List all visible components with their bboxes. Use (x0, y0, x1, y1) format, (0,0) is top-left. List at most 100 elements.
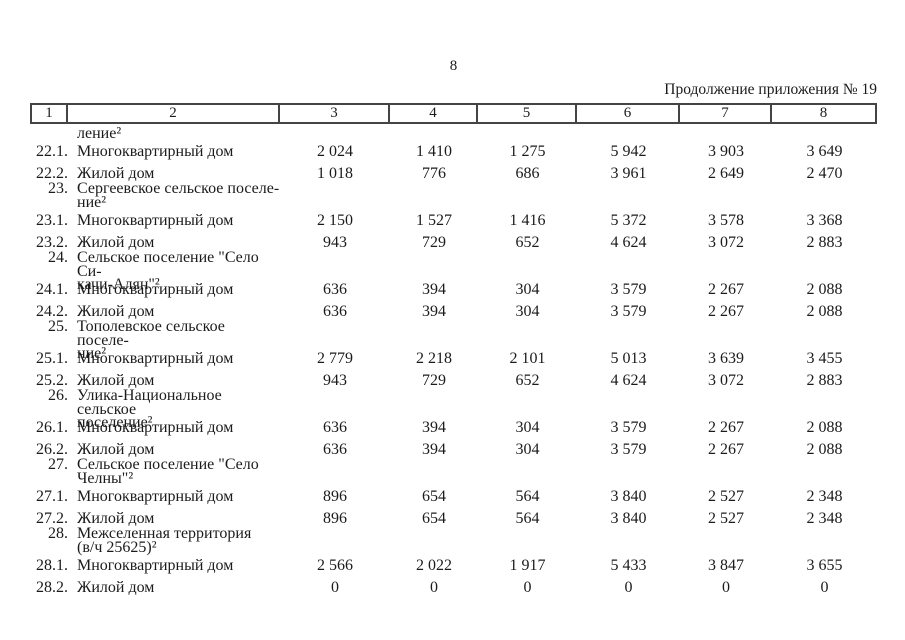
row-value: 2 470 (806, 165, 843, 182)
column-header-7: 7 (680, 105, 772, 122)
row-value: 2 267 (708, 419, 744, 436)
row-value: 896 (323, 510, 347, 527)
row-number: 23.1. (36, 212, 68, 229)
row-number: 24.2. (36, 303, 68, 320)
row-number: 22.2. (36, 165, 68, 182)
table-group-row: 28. Межселенная территория (в/ч 25625)² (30, 525, 877, 556)
table-row: 25.2. Жилой дом 943 729 652 4 624 3 072 2 883 (30, 370, 877, 392)
row-name: Многоквартирный дом (77, 419, 234, 436)
column-header-1: 1 (32, 105, 68, 122)
table-row: 23.2. Жилой дом 943 729 652 4 624 3 072 2 883 (30, 232, 877, 254)
row-value: 686 (515, 165, 540, 182)
page-number: 8 (449, 58, 458, 74)
row-name: Улика-Национальное сельское поселение² (77, 387, 222, 431)
row-name: Сельское поселение "Село Челны"² (77, 456, 259, 487)
row-value: 3 579 (610, 441, 647, 458)
row-value: 2 150 (317, 212, 353, 229)
row-number: 26.2. (36, 441, 68, 458)
row-value: 1 275 (509, 143, 546, 160)
row-value: 5 013 (610, 350, 647, 367)
table-row: 28.1. Многоквартирный дом 2 566 2 022 1 917 5… (30, 555, 877, 577)
row-value: 304 (515, 303, 540, 320)
row-value: 4 624 (610, 234, 647, 251)
column-header-8: 8 (819, 105, 828, 121)
row-value: 3 903 (708, 143, 744, 160)
table-row: 22.2. Жилой дом 1 018 776 686 3 961 2 649 2 470 (30, 163, 877, 185)
table-row: 27.2. Жилой дом 896 654 564 3 840 2 527 2 348 (30, 508, 877, 530)
row-name: Жилой дом (77, 165, 155, 182)
table-row: 28.2. Жилой дом 0 0 0 0 0 0 (30, 577, 877, 599)
table-row: 27.1. Многоквартирный дом 896 654 564 3 840 2 … (30, 486, 877, 508)
table-row: 26.2. Жилой дом 636 394 304 3 579 2 267 2 088 (30, 439, 877, 461)
row-name: Тополевское сельское поселе- ние² (77, 318, 225, 362)
row-number: 28. (48, 525, 68, 542)
row-value: 564 (515, 488, 540, 505)
row-value: 2 267 (708, 303, 744, 320)
table-group-row: 27. Сельское поселение "Село Челны"² (30, 456, 877, 487)
row-number: 24. (48, 249, 68, 266)
row-value: 3 368 (806, 212, 843, 229)
row-value: 3 649 (806, 143, 843, 160)
row-value: 2 649 (708, 165, 744, 182)
row-value: 3 579 (610, 303, 647, 320)
column-header-2: 2 (68, 105, 280, 122)
row-value: 0 (523, 579, 532, 596)
table-row: 24.2. Жилой дом 636 394 304 3 579 2 267 2 088 (30, 301, 877, 323)
row-value: 2 267 (708, 441, 744, 458)
row-value: 3 639 (708, 350, 744, 367)
row-value: 2 348 (806, 510, 843, 527)
row-value: 2 527 (708, 488, 744, 505)
row-value: 3 840 (610, 510, 647, 527)
row-value: 3 072 (708, 234, 744, 251)
table-group-row: 23. Сергеевское сельское поселе- ние² (30, 180, 877, 211)
row-value: 729 (422, 372, 446, 389)
row-name: Жилой дом (77, 579, 155, 596)
row-value: 943 (323, 372, 347, 389)
row-value: 3 579 (610, 419, 647, 436)
row-value: 2 566 (317, 557, 353, 574)
row-value: 1 018 (317, 165, 353, 182)
row-value: 2 267 (708, 281, 744, 298)
row-number: 22.1. (36, 143, 68, 160)
row-value: 394 (422, 303, 446, 320)
row-value: 729 (422, 234, 446, 251)
row-value: 654 (422, 488, 446, 505)
row-value: 636 (323, 303, 347, 320)
row-value: 1 917 (509, 557, 546, 574)
row-value: 652 (515, 234, 540, 251)
row-number (30, 127, 68, 141)
row-value: 2 022 (416, 557, 452, 574)
row-name: Жилой дом (77, 234, 155, 251)
row-value: 2 088 (806, 303, 843, 320)
row-value: 2 101 (509, 350, 546, 367)
row-name: Сергеевское сельское поселе- ние² (77, 180, 280, 211)
row-number: 23. (48, 180, 68, 197)
row-value: 3 578 (708, 212, 744, 229)
row-name: Многоквартирный дом (77, 212, 234, 229)
row-value: 3 455 (806, 350, 843, 367)
table-row: 26.1. Многоквартирный дом 636 394 304 3 579 2 … (30, 417, 877, 439)
row-name: Жилой дом (77, 441, 155, 458)
row-value: 636 (323, 441, 347, 458)
column-header-3: 3 (280, 105, 390, 122)
row-value: 3 072 (708, 372, 744, 389)
row-name: ление² (77, 125, 122, 142)
row-value: 652 (515, 372, 540, 389)
row-value: 3 840 (610, 488, 647, 505)
table-group-row: 26. Улика-Национальное сельское поселение… (30, 388, 877, 431)
row-number: 25.2. (36, 372, 68, 389)
row-value: 654 (422, 510, 446, 527)
row-value: 2 024 (317, 143, 353, 160)
table-group-row: 24. Сельское поселение "Село Си- качи-Аля… (30, 250, 877, 293)
row-number: 26. (48, 387, 68, 404)
row-value: 3 579 (610, 281, 647, 298)
row-name: Многоквартирный дом (77, 281, 234, 298)
column-header-4: 4 (390, 105, 478, 122)
row-name: Жилой дом (77, 510, 155, 527)
row-value: 1 416 (509, 212, 546, 229)
row-value: 304 (515, 441, 540, 458)
row-value: 0 (820, 579, 829, 596)
